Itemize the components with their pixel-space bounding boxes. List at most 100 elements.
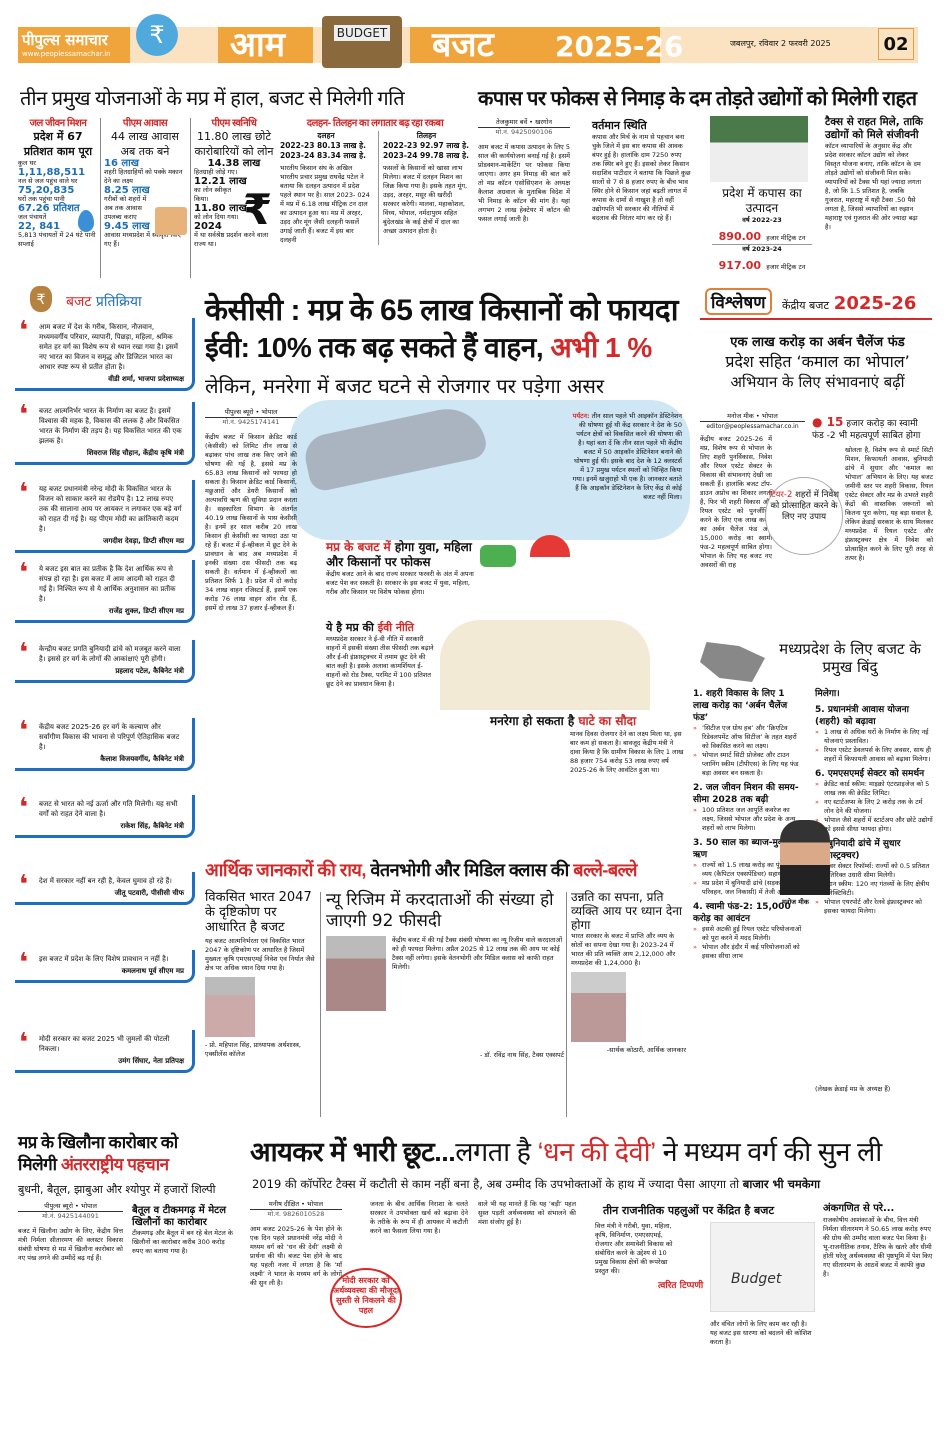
stat-label: घरों तक पहुंचा पानी bbox=[18, 195, 65, 203]
bullet-icon: » bbox=[815, 816, 819, 824]
bullet-icon: » bbox=[693, 806, 697, 814]
point-title: 5. प्रधानमंत्री आवास योजना (शहरी) को बढ़… bbox=[815, 705, 909, 727]
scheme-pm-awas: पीएम आवास 44 लाख आवास अब तक बने 16 लाख श… bbox=[104, 115, 186, 249]
website-url[interactable]: www.peoplessamachar.in bbox=[22, 50, 111, 58]
point-item: 100 प्रतिशत जल आपूर्ति कवरेज का लक्ष्य, … bbox=[702, 806, 796, 832]
expert-byline: -सार्थक कोठारी, आर्थिक जानकार bbox=[606, 1046, 686, 1054]
unit: हजार मीट्रिक टन bbox=[766, 234, 806, 242]
stat-label: गरीबों को शहरों में अब तक आवास उपलब्ध कर… bbox=[104, 195, 147, 221]
logo-block bbox=[18, 27, 130, 63]
headline: एक लाख करोड़ का अर्बन चैलेंज फंड bbox=[730, 335, 905, 350]
point-item: ‘सिटीज एज ग्रोथ हब’ और ‘क्रिएटिव रिडेवलप… bbox=[702, 724, 797, 750]
point-item: इससे अटकी हुई रियल एस्टेट परियोजनाओं को … bbox=[702, 925, 802, 942]
political-headline: तीन राजनीतिक पहलुओं पर केंद्रित है बजट bbox=[603, 1204, 775, 1217]
arithmetic-headline: अंकगणित से परे... bbox=[823, 1203, 895, 1214]
headline-part: आर्थिक जानकारों की राय, bbox=[205, 860, 366, 880]
budget-image-label: Budget bbox=[731, 1271, 782, 1287]
points-title: मध्यप्रदेश के लिए बजट के प्रमुख बिंदु bbox=[779, 640, 921, 676]
money-bag-icon: ₹ bbox=[30, 286, 52, 312]
income-tax-subhead: 2019 की कॉर्पोरेट टैक्स में कटौती से काम… bbox=[252, 1177, 820, 1192]
income-tax-headline: आयकर में भारी छूट...लगता है ‘धन की देवी’… bbox=[250, 1132, 882, 1169]
heading-part: बजट bbox=[66, 294, 92, 310]
quote-mark-icon: ❛ bbox=[19, 716, 29, 746]
rupee-bag-icon: ₹ bbox=[136, 14, 178, 56]
stat-label: आवास मध्यप्रदेश में स्वीकृत किए गए हैं। bbox=[104, 231, 181, 248]
quote-author: राजेंद्र शुक्ल, डिप्टी सीएम मप्र bbox=[108, 607, 184, 615]
mnrega-b: घाटे का सौदा bbox=[578, 714, 637, 728]
tilhan-row: 2023-24 99.78 लाख हे. bbox=[383, 151, 469, 160]
reaction-quote: ❛ देश में सरकार नहीं बन रही है, केवल घुमा… bbox=[15, 872, 195, 905]
bullet-icon: » bbox=[815, 728, 819, 736]
headline-part: ईवी: 10% तक बढ़ सकते हैं वाहन, bbox=[205, 332, 544, 363]
points-right: मिलेगा। 5. प्रधानमंत्री आवास योजना (शहरी)… bbox=[815, 688, 933, 920]
page-number: 02 bbox=[878, 28, 914, 60]
briefcase-icon: BUDGET bbox=[322, 16, 402, 68]
point-item: राज्यों को 1.5 लाख करोड़ का पूंजीगत व्यय… bbox=[702, 861, 794, 878]
quote-mark-icon: ❛ bbox=[19, 870, 29, 900]
house-image bbox=[155, 207, 187, 235]
article-text: केंद्रीय बजट में किसान क्रेडिट कार्ड (के… bbox=[205, 433, 297, 612]
point-item: रियल एस्टेट डेवलपर्स के लिए अवसर, साथ ही… bbox=[824, 746, 931, 763]
expert-text: यह बजट आत्मनिर्भरता एवं विकसित भारत 2047… bbox=[205, 937, 315, 972]
main-headline-2: ईवी: 10% तक बढ़ सकते हैं वाहन, अभी 1 % bbox=[205, 328, 652, 366]
headline-part: अंतरराष्ट्रीय पहचान bbox=[60, 1155, 169, 1174]
tourism-text: तीन साल पहले भी आइकॉन डेस्टिनेशन की घोषण… bbox=[572, 412, 682, 501]
headline: प्रदेश सहित ‘कमाल का भोपाल’ bbox=[725, 352, 910, 371]
cotton-headline: कपास पर फोकस से निमाड़ के दम तोड़ते उद्य… bbox=[478, 88, 917, 110]
article-text: आम बजट 2025-26 के पेश होने के एक दिन पहल… bbox=[250, 1225, 342, 1287]
headline: अभियान के लिए संभावनाएं बढ़ीं bbox=[730, 373, 905, 391]
bullet-icon: » bbox=[693, 879, 697, 887]
stat-label: कुल घर bbox=[18, 159, 36, 167]
series-a: केंद्रीय बजट bbox=[782, 299, 830, 312]
point-item: मप्र प्रदेश में बुनियादी ढांचे (सड़क, पर… bbox=[702, 879, 796, 896]
expert-photo bbox=[205, 977, 255, 1037]
stat-label: शहरी हितग्राहियों को पक्के मकान देने का … bbox=[104, 168, 183, 185]
expert-title: विकसित भारत 2047 के दृष्टिकोण पर आधारित … bbox=[205, 890, 312, 935]
phone: मो.नं. 9425144091 bbox=[42, 1212, 99, 1220]
schemes-headline: तीन प्रमुख योजनाओं के मप्र में हाल, बजट … bbox=[20, 88, 405, 110]
unit: हजार मीट्रिक टन bbox=[766, 263, 806, 271]
tourism-box: पर्यटन: तीन साल पहले भी आइकॉन डेस्टिनेशन… bbox=[570, 412, 682, 502]
dateline: जबलपुर, रविवार 2 फरवरी 2025 bbox=[730, 39, 831, 48]
quote-author: उमंग सिंघार, नेता प्रतिपक्ष bbox=[118, 1057, 184, 1065]
value: 890.00 bbox=[718, 230, 762, 243]
ev-text: मध्यप्रदेश सरकार ने ई-वी नीति में सरकारी… bbox=[326, 635, 434, 688]
instant-comment-tag: त्वरित टिप्पणी bbox=[658, 1281, 704, 1291]
main-headline-1: केसीसी : मप्र के 65 लाख किसानों को फायदा bbox=[205, 294, 678, 327]
reaction-quote: ❛ यह बजट प्रधानमंत्री नरेन्द्र मोदी के वि… bbox=[15, 480, 195, 553]
expert-byline: - डॉ. रविंद्र नाथ सिंह, टैक्स एक्सपर्ट bbox=[479, 1051, 564, 1059]
byline: मनीष दीक्षित • भोपाल bbox=[250, 1200, 342, 1210]
year: वर्ष 2022-23 bbox=[742, 216, 782, 224]
divider bbox=[190, 118, 191, 278]
mnrega-heading: मनरेगा हो सकता है घाटे का सौदा bbox=[490, 712, 636, 729]
point-title: 4. स्वामी फंड-2: 15,000 करोड़ का आवंटन bbox=[693, 902, 791, 924]
tilhan-title: तिलहन bbox=[416, 131, 437, 140]
analysis-col1: मनोज मीक • भोपाल editor@peoplessamachar.… bbox=[700, 412, 805, 570]
quote-mark-icon: ❛ bbox=[19, 558, 29, 588]
expert-photo bbox=[571, 972, 626, 1042]
stat-label: हितग्राही जोड़े गए। bbox=[194, 168, 238, 176]
subheading: टैक्स से राहत मिले, ताकि उद्योगों को मिल… bbox=[825, 116, 923, 141]
cotton-photo bbox=[710, 116, 808, 182]
divider bbox=[566, 892, 567, 1117]
point-item: भोपाल एयरपोर्ट और रेलवे इंफ्रास्ट्रक्चर … bbox=[824, 898, 922, 915]
reaction-quote: ❛ केन्द्रीय बजट प्रगति बुनियादी ढांचे को … bbox=[15, 640, 195, 683]
article-text: बजट में खिलौना उद्योग के लिए, केंद्रीय व… bbox=[18, 1227, 123, 1262]
cotton-col2: वर्तमान स्थिति कपास और मिर्च के नाम से प… bbox=[592, 118, 692, 223]
quote-mark-icon: ❛ bbox=[19, 1028, 29, 1058]
budget-point: 4. स्वामी फंड-2: 15,000 करोड़ का आवंटन» इ… bbox=[693, 901, 803, 961]
budget-point: मिलेगा। bbox=[815, 688, 933, 700]
income-tax-callout: मोदी सरकार को अर्थव्यवस्था की मौजूदा सुस… bbox=[330, 1268, 402, 1328]
email-link[interactable]: editor@peoplessamachar.co.in bbox=[706, 423, 799, 430]
point-item: भोपाल जैसे शहरों में स्टार्टअप और छोटे उ… bbox=[824, 816, 933, 833]
paper-logo[interactable]: पीपुल्स समाचार bbox=[22, 31, 108, 49]
point-title: 7. बुनियादी ढांचे में सुधार (इंफ्रास्ट्र… bbox=[815, 839, 901, 861]
reaction-quote: ❛ मोदी सरकार का बजट 2025 भी जुमलों की पोट… bbox=[15, 1030, 195, 1073]
political-text: वित्त मंत्री ने गरीबी, युवा, महिला, कृषि… bbox=[595, 1222, 673, 1275]
quote-text: यह बजट प्रधानमंत्री नरेन्द्र मोदी के विक… bbox=[39, 485, 182, 533]
article-text: कॉटन व्यापारियों के अनुसार केंद्र और प्र… bbox=[825, 142, 922, 231]
quote-text: बजट आत्मनिर्भर भारत के निर्माण का बजट है… bbox=[39, 407, 182, 445]
headline-part: लगता है bbox=[455, 1137, 531, 1167]
quote-text: ये बजट इस बात का प्रतीक है कि देश आर्थिक… bbox=[39, 565, 176, 603]
analysis-tag: विश्लेषण bbox=[705, 288, 772, 315]
